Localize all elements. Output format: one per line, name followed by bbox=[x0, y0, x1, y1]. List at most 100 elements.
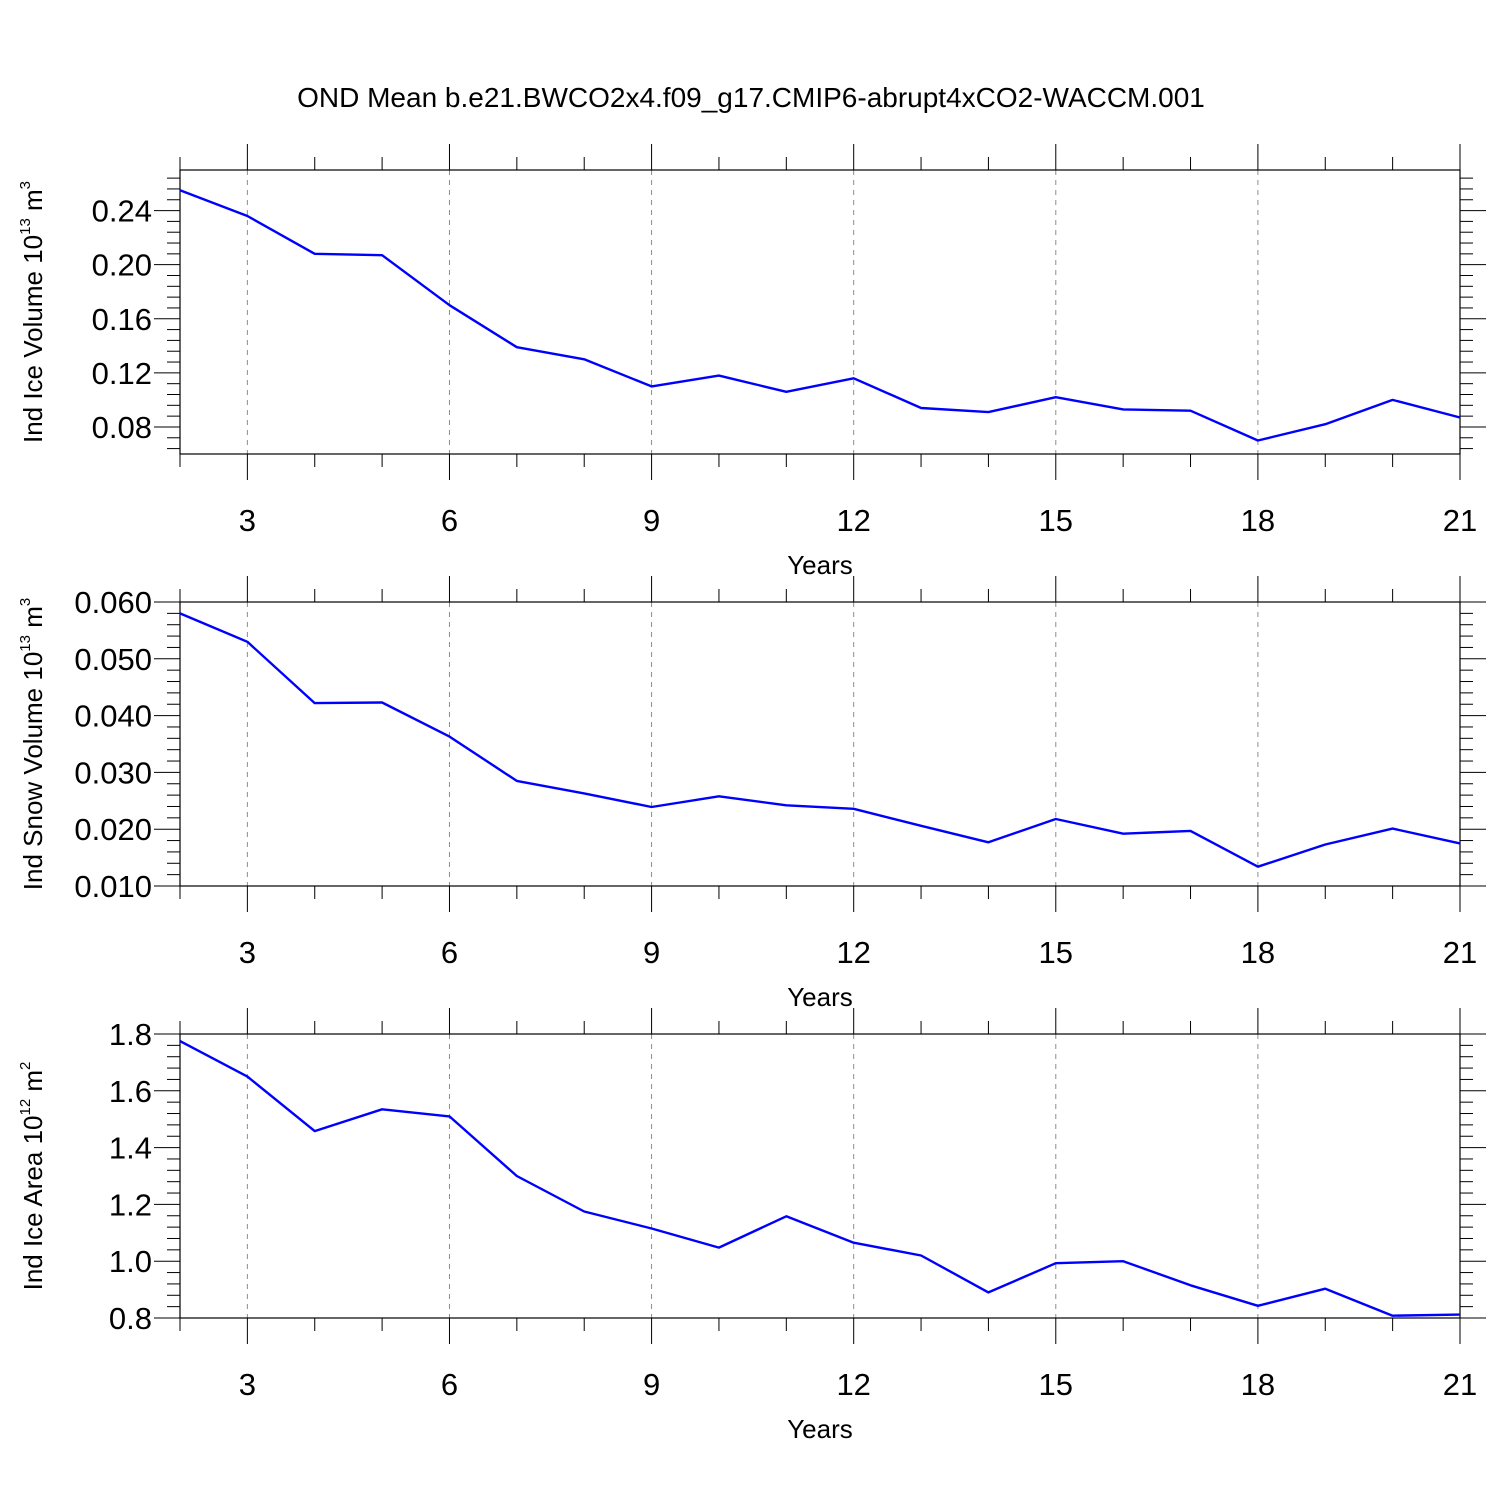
data-point bbox=[245, 214, 249, 218]
data-point bbox=[1121, 1259, 1125, 1263]
data-point bbox=[178, 611, 182, 615]
y-tick-label: 0.040 bbox=[74, 699, 152, 734]
snow-volume-series-line bbox=[179, 612, 1461, 868]
data-point bbox=[582, 1210, 586, 1214]
x-tick-label: 9 bbox=[643, 503, 660, 538]
data-point bbox=[1256, 438, 1260, 442]
y-axis-label-text: Ind Snow Volume 10 bbox=[18, 652, 48, 891]
data-point bbox=[380, 1107, 384, 1111]
data-point bbox=[784, 803, 788, 807]
data-point bbox=[380, 701, 384, 705]
y-tick-label: 0.030 bbox=[74, 755, 152, 790]
x-tick-label: 9 bbox=[643, 1367, 660, 1402]
y-axis-label-unit-exponent: 3 bbox=[17, 181, 34, 189]
y-tick-label: 1.6 bbox=[109, 1074, 152, 1109]
data-point bbox=[178, 188, 182, 192]
data-point bbox=[650, 805, 654, 809]
data-point bbox=[717, 794, 721, 798]
y-tick-label: 0.16 bbox=[92, 302, 152, 337]
data-point bbox=[515, 1174, 519, 1178]
x-tick-label: 15 bbox=[1039, 935, 1073, 970]
data-point bbox=[1189, 409, 1193, 413]
y-tick-label: 0.08 bbox=[92, 410, 152, 445]
y-tick-label: 0.060 bbox=[74, 585, 152, 620]
y-tick-label: 0.050 bbox=[74, 642, 152, 677]
y-axis-label: Ind Snow Volume 1013 m3 bbox=[17, 598, 48, 890]
x-tick-label: 21 bbox=[1443, 503, 1477, 538]
data-point bbox=[1054, 817, 1058, 821]
y-axis-label: Ind Ice Volume 1013 m3 bbox=[17, 181, 48, 443]
y-tick-label: 0.020 bbox=[74, 812, 152, 847]
data-point bbox=[447, 1114, 451, 1118]
data-point bbox=[1458, 841, 1462, 845]
data-point bbox=[515, 779, 519, 783]
x-tick-label: 15 bbox=[1039, 1367, 1073, 1402]
x-tick-label: 12 bbox=[836, 503, 870, 538]
data-point bbox=[986, 410, 990, 414]
y-axis-label-unit: m bbox=[18, 189, 48, 218]
data-point bbox=[784, 1214, 788, 1218]
snow-volume-panel: 0.010 0.020 0.030 0.040 0.050 0.060 3 6 9 12 15 18 2… bbox=[17, 576, 1486, 1012]
y-axis-label: Ind Ice Area 1012 m2 bbox=[17, 1062, 48, 1291]
figure-title: OND Mean b.e21.BWCO2x4.f09_g17.CMIP6-abr… bbox=[297, 82, 1205, 113]
x-tick-label: 3 bbox=[239, 1367, 256, 1402]
x-tick-label: 12 bbox=[836, 1367, 870, 1402]
chart-panels: 0.08 0.12 0.16 0.20 0.24 3 6 9 12 15 18 21 Years Ind … bbox=[17, 144, 1486, 1444]
data-point bbox=[245, 1075, 249, 1079]
y-axis-label-unit-exponent: 3 bbox=[17, 598, 34, 606]
data-point bbox=[1189, 1283, 1193, 1287]
x-tick-label: 18 bbox=[1241, 1367, 1275, 1402]
x-tick-label: 21 bbox=[1443, 935, 1477, 970]
data-point bbox=[1458, 1313, 1462, 1317]
data-point bbox=[650, 384, 654, 388]
data-point bbox=[919, 824, 923, 828]
x-tick-label: 6 bbox=[441, 1367, 458, 1402]
data-point bbox=[1323, 422, 1327, 426]
data-point bbox=[447, 303, 451, 307]
ice-area-panel: 0.8 1.0 1.2 1.4 1.6 1.8 3 6 9 12 15 18 21 Years Ind Ic… bbox=[17, 1008, 1486, 1444]
data-point bbox=[1323, 843, 1327, 847]
plot-frame bbox=[179, 169, 1461, 455]
ice-volume-panel: 0.08 0.12 0.16 0.20 0.24 3 6 9 12 15 18 21 Years Ind … bbox=[17, 144, 1486, 580]
x-tick-label: 12 bbox=[836, 935, 870, 970]
x-tick-label: 21 bbox=[1443, 1367, 1477, 1402]
y-tick-label: 0.010 bbox=[74, 869, 152, 904]
data-point bbox=[1323, 1287, 1327, 1291]
x-tick-label: 3 bbox=[239, 503, 256, 538]
y-axis-label-exponent: 13 bbox=[17, 218, 34, 235]
data-point bbox=[986, 840, 990, 844]
ice-area-series-line bbox=[179, 1040, 1461, 1317]
y-tick-label: 1.2 bbox=[109, 1187, 152, 1222]
x-axis-label: Years bbox=[787, 550, 853, 580]
data-point bbox=[1121, 407, 1125, 411]
data-point bbox=[1054, 395, 1058, 399]
data-point bbox=[515, 345, 519, 349]
x-axis-label: Years bbox=[787, 1414, 853, 1444]
data-point bbox=[1054, 1261, 1058, 1265]
x-tick-label: 18 bbox=[1241, 935, 1275, 970]
y-tick-label: 1.0 bbox=[109, 1244, 152, 1279]
data-point bbox=[313, 701, 317, 705]
data-point bbox=[852, 807, 856, 811]
data-point bbox=[717, 1246, 721, 1250]
x-tick-label: 6 bbox=[441, 935, 458, 970]
x-tick-label: 9 bbox=[643, 935, 660, 970]
x-tick-label: 3 bbox=[239, 935, 256, 970]
data-point bbox=[313, 1129, 317, 1133]
data-point bbox=[919, 1254, 923, 1258]
data-point bbox=[1189, 829, 1193, 833]
data-point bbox=[1458, 415, 1462, 419]
data-point bbox=[1391, 827, 1395, 831]
plot-frame bbox=[179, 601, 1461, 887]
data-point bbox=[582, 357, 586, 361]
y-tick-label: 0.8 bbox=[109, 1301, 152, 1336]
y-tick-label: 0.24 bbox=[92, 194, 152, 229]
data-point bbox=[313, 252, 317, 256]
y-axis-label-unit: m bbox=[18, 606, 48, 635]
data-point bbox=[178, 1039, 182, 1043]
x-tick-label: 15 bbox=[1039, 503, 1073, 538]
y-tick-label: 1.4 bbox=[109, 1131, 152, 1166]
data-point bbox=[650, 1227, 654, 1231]
data-point bbox=[245, 640, 249, 644]
y-axis-label-unit: m bbox=[18, 1070, 48, 1099]
